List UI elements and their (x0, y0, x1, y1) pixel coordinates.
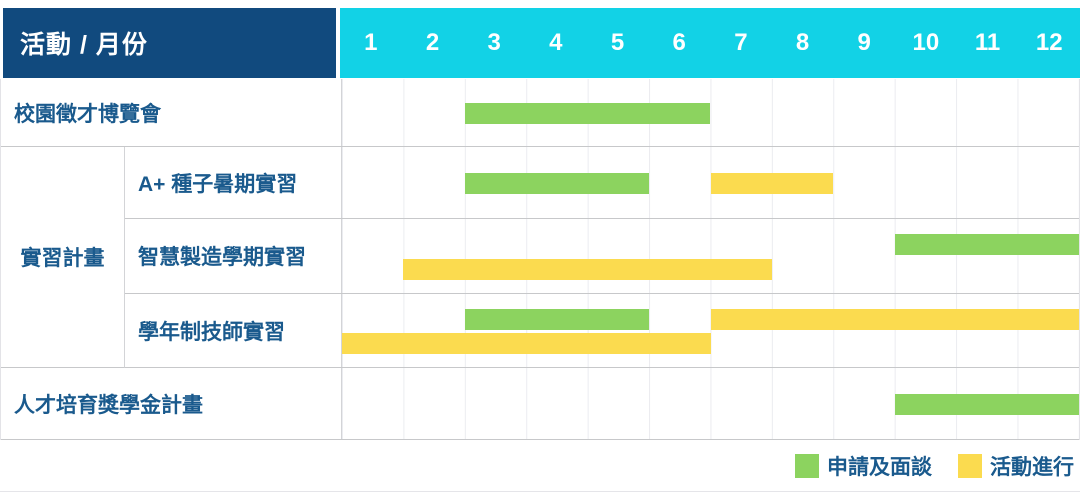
month-label: 2 (425, 29, 440, 56)
legend-label: 申請及面談 (827, 456, 932, 479)
month-header: 1 2 3 4 5 6 7 8 9 10 11 12 (340, 8, 1080, 78)
table-row: 校園徵才博覽會 (1, 79, 1079, 147)
group-sub-rows: A+ 種子暑期實習 智慧製造學期實習 學年制技師實習 (125, 147, 1079, 368)
chart-cell (341, 147, 1079, 218)
gantt-bar-green (464, 102, 711, 124)
month-label: 4 (549, 29, 563, 56)
gantt-bar-green (464, 172, 650, 194)
activity-label: A+ 種子暑期實習 (138, 172, 298, 196)
chart-cell (341, 294, 1079, 367)
chart-cell (341, 219, 1079, 293)
table-row: 智慧製造學期實習 (125, 219, 1079, 294)
activity-label: 學年制技師實習 (138, 320, 285, 344)
activity-label: 智慧製造學期實習 (138, 246, 306, 269)
chart-cell (341, 79, 1079, 146)
month-label: 12 (1035, 29, 1063, 56)
corner-header: 活動 / 月份 (3, 8, 336, 78)
table-row: A+ 種子暑期實習 (125, 147, 1079, 219)
gantt-bar-green (464, 309, 650, 330)
month-label: 9 (857, 29, 871, 56)
corner-header-label: 活動 / 月份 (20, 31, 148, 59)
row-group: 實習計畫 A+ 種子暑期實習 智慧製造學期實習 學年制技師實習 (1, 147, 1079, 368)
legend-swatch-yellow (958, 454, 982, 478)
gantt-table-body: 校園徵才博覽會 實習計畫 A+ 種子暑期實習 智慧製造學期實習 學年制技師實習 人才培育獎… (0, 79, 1080, 440)
legend-swatch-green (795, 454, 819, 478)
table-row: 學年制技師實習 (125, 294, 1079, 368)
group-label: 實習計畫 (1, 147, 125, 368)
gantt-bar-yellow (403, 259, 772, 280)
month-label: 10 (912, 29, 940, 56)
month-label: 11 (974, 29, 1001, 56)
gantt-bar-green (894, 393, 1079, 415)
legend-item: 活動進行 (958, 451, 1074, 481)
chart-cell (341, 368, 1079, 439)
legend-label: 活動進行 (990, 456, 1074, 479)
month-label: 5 (610, 29, 625, 56)
gantt-bar-yellow (710, 172, 834, 194)
month-label: 7 (734, 29, 748, 56)
month-label: 3 (487, 29, 501, 56)
activity-label: 校園徵才博覽會 (14, 102, 161, 126)
legend: 申請及面談 活動進行 (0, 441, 1080, 492)
month-label: 8 (795, 29, 810, 56)
activity-label: 人才培育獎學金計畫 (14, 393, 203, 417)
month-label: 6 (672, 29, 686, 56)
legend-item: 申請及面談 (795, 451, 932, 481)
table-row: 人才培育獎學金計畫 (1, 368, 1079, 440)
gantt-bar-yellow (710, 309, 1079, 330)
month-label: 1 (364, 29, 378, 56)
gantt-bar-green (894, 234, 1079, 255)
gantt-bar-yellow (342, 333, 711, 354)
